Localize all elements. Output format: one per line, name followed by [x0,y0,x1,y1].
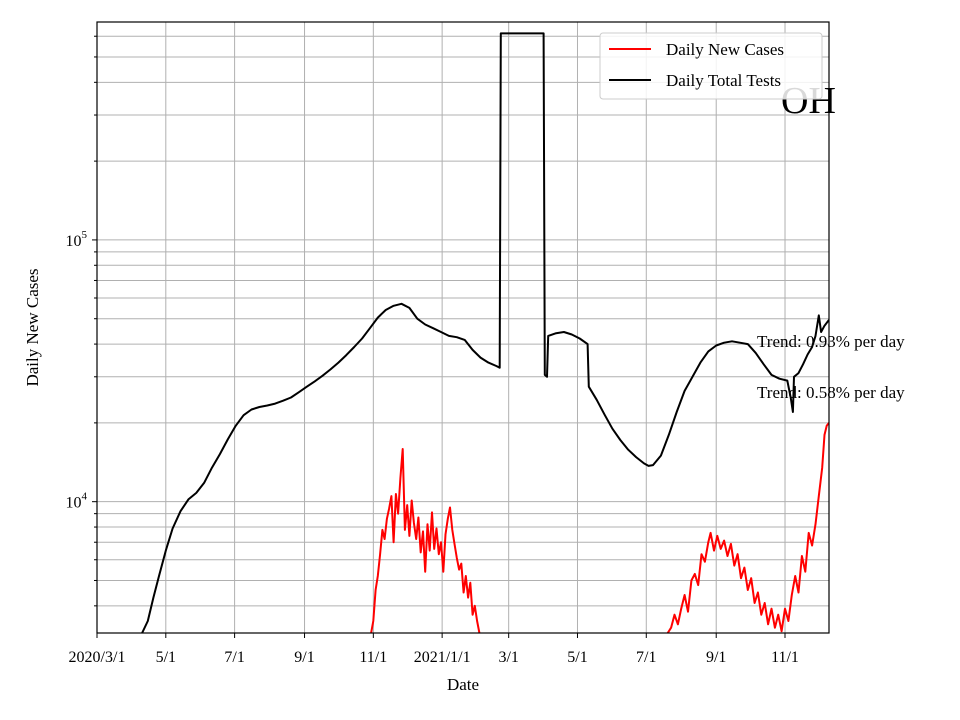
series-line-daily-new-cases [370,422,829,633]
x-tick-label: 11/1 [771,649,799,666]
legend-label-tests: Daily Total Tests [666,71,781,90]
x-tick-label: 7/1 [224,649,244,666]
x-tick-label: 7/1 [636,649,656,666]
x-tick-label: 5/1 [567,649,587,666]
x-tick-label: 2020/3/1 [69,649,126,666]
series-lines [141,32,829,633]
y-tick-label: 104 [66,491,88,512]
legend-label-cases: Daily New Cases [666,40,784,59]
y-tick-label: 105 [66,229,88,250]
axis-ticks: 2020/3/1 5/1 7/1 9/1 11/1 2021/1/1 3/1 5/1 7/1 9/… [66,35,799,666]
legend-box [599,32,823,100]
x-tick-label: 9/1 [294,649,314,666]
x-tick-label: 9/1 [706,649,726,666]
x-axis-title: Date [447,675,479,694]
series-line-daily-total-tests [141,32,829,633]
legend: Daily New Cases Daily Total Tests [599,32,823,100]
trend-annotation-tests: Trend: 0.58% per day [757,383,905,402]
plot-frame [96,21,830,634]
trend-annotation-cases: Trend: 0.93% per day [757,332,905,351]
x-tick-label: 5/1 [156,649,176,666]
y-axis-title: Daily New Cases [23,268,42,386]
x-tick-label: 11/1 [359,649,387,666]
x-tick-label: 3/1 [498,649,518,666]
x-tick-label: 2021/1/1 [414,649,471,666]
